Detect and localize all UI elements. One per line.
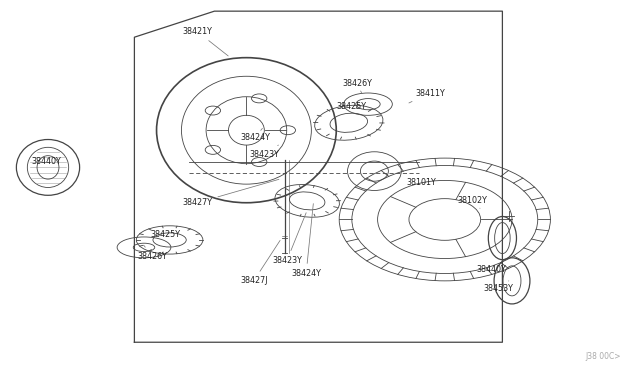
Text: 38440Y: 38440Y [477, 260, 506, 274]
Text: 38424Y: 38424Y [240, 128, 270, 142]
Text: 38421Y: 38421Y [182, 27, 228, 56]
Text: 38453Y: 38453Y [483, 281, 513, 293]
Text: 38424Y: 38424Y [291, 203, 321, 278]
Text: J38 00C>: J38 00C> [586, 352, 621, 361]
Text: 38101Y: 38101Y [406, 178, 436, 187]
Text: 38423Y: 38423Y [272, 213, 306, 265]
Text: 38427Y: 38427Y [182, 179, 279, 207]
Text: 38426Y: 38426Y [138, 246, 168, 261]
Text: 38425Y: 38425Y [336, 102, 366, 113]
Text: 38440Y: 38440Y [31, 157, 61, 166]
Text: 38425Y: 38425Y [150, 230, 180, 239]
Text: 38411Y: 38411Y [409, 89, 445, 103]
Text: 38102Y: 38102Y [458, 196, 488, 208]
Text: 38426Y: 38426Y [342, 79, 372, 93]
Text: 38423Y: 38423Y [250, 145, 280, 159]
Text: 38427J: 38427J [240, 240, 280, 285]
